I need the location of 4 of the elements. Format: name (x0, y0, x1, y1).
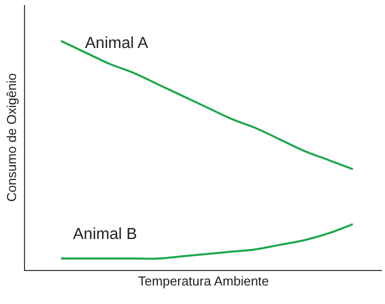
series-label: Animal A (85, 35, 148, 52)
x-axis-title: Temperatura Ambiente (138, 274, 269, 289)
y-axis-title: Consumo de Oxigênio (4, 73, 19, 202)
series-label: Animal B (73, 226, 138, 243)
